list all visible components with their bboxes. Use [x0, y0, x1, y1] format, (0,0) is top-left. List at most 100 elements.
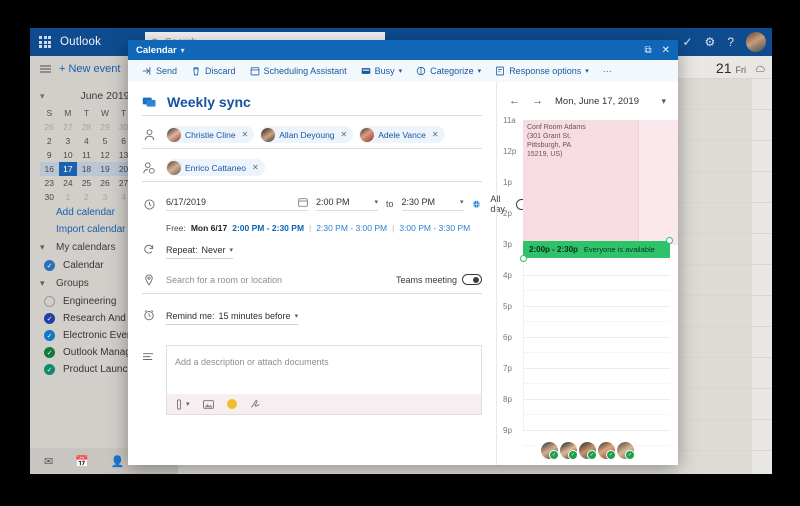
mini-calendar-day[interactable]: 16	[40, 162, 59, 176]
mini-calendar-day[interactable]: 9	[46, 150, 52, 160]
toggle-switch-off[interactable]	[462, 274, 482, 285]
mini-calendar-day[interactable]: 10	[63, 150, 73, 160]
toolbar-busy[interactable]: Busy ▾	[361, 66, 403, 76]
mini-calendar-day[interactable]: 3	[102, 192, 108, 202]
required-attendees-list[interactable]: Christie Cline ✕ Allan Deyoung ✕ Adele Vance…	[166, 126, 482, 143]
resize-handle-top[interactable]	[666, 237, 673, 244]
people-icon[interactable]: 👤	[110, 455, 125, 468]
dialog-title-group[interactable]: Calendar ▾	[136, 45, 185, 56]
mini-calendar-day[interactable]: 11	[82, 150, 91, 160]
attendee-availability-avatar[interactable]	[579, 442, 597, 460]
calendar-checkbox[interactable]: ✓	[44, 313, 55, 324]
menu-icon[interactable]	[40, 65, 51, 73]
calendar-checkbox[interactable]: ✓	[44, 330, 55, 341]
mini-calendar-day[interactable]: 17	[58, 162, 78, 176]
calendar-icon[interactable]: 📅	[75, 455, 89, 468]
attendee-chip[interactable]: Adele Vance ✕	[359, 126, 445, 143]
location-input[interactable]: Search for a room or location	[166, 274, 283, 285]
calendar-checkbox[interactable]: ✓	[44, 347, 55, 358]
mini-calendar-day[interactable]: 27	[63, 122, 73, 132]
groups-group[interactable]: ▾ Groups	[30, 274, 178, 293]
selected-time-bar[interactable]: 2:00p - 2:30p Everyone is available	[520, 237, 673, 262]
calendar-picker-icon[interactable]	[298, 197, 308, 207]
my-calendars-group[interactable]: ▾ My calendars	[30, 238, 178, 257]
import-calendar-link[interactable]: Import calendar	[56, 224, 126, 235]
new-event-row[interactable]: + New event	[30, 56, 178, 82]
reminder-field[interactable]: Remind me: 15 minutes before ▾	[166, 311, 299, 325]
mini-calendar-day[interactable]: 12	[100, 150, 110, 160]
toolbar-tag[interactable]: Categorize ▾	[416, 66, 481, 76]
mini-calendar-day[interactable]: 2	[46, 136, 52, 146]
mini-calendar-day[interactable]: 4	[84, 136, 89, 146]
calendar-list-item[interactable]: ✓ Electronic Events	[30, 327, 178, 344]
event-title-row[interactable]: Weekly sync	[142, 94, 482, 116]
chevron-down-icon[interactable]: ▾	[40, 90, 45, 101]
optional-attendees-row[interactable]: Enrico Cattaneo ✕	[142, 158, 482, 182]
calendar-list-item[interactable]: ✓ Research And Development	[30, 310, 188, 327]
free-slot-selected[interactable]: 2:00 PM - 2:30 PM	[232, 223, 305, 233]
mini-calendar-day[interactable]: 24	[63, 178, 73, 188]
resize-handle-bottom[interactable]	[520, 255, 527, 262]
mini-calendar-day[interactable]: 2	[84, 192, 89, 202]
mini-calendar-day[interactable]: 30	[44, 192, 55, 202]
mini-calendar-day[interactable]: 27	[118, 178, 129, 188]
toolbar-response[interactable]: Response options ▾	[495, 66, 589, 76]
calendar-checkbox[interactable]	[44, 296, 55, 307]
mini-calendar-day[interactable]: 28	[81, 122, 92, 132]
toolbar-send[interactable]: Send	[142, 66, 177, 76]
help-icon[interactable]: ?	[727, 35, 734, 49]
mini-calendar-day[interactable]: 25	[81, 178, 92, 188]
start-time-field[interactable]: 2:00 PM ▾	[316, 197, 378, 211]
mini-calendar-day[interactable]: 29	[100, 122, 110, 132]
check-icon[interactable]: ✓	[682, 35, 693, 49]
toolbar-trash[interactable]: Discard	[191, 66, 236, 76]
attendee-chip[interactable]: Enrico Cattaneo ✕	[166, 159, 265, 176]
attendee-chip[interactable]: Christie Cline ✕	[166, 126, 255, 143]
emoji-icon[interactable]	[226, 399, 237, 409]
mini-calendar-day[interactable]: 3	[65, 136, 71, 146]
remove-attendee-icon[interactable]: ✕	[241, 130, 249, 139]
restore-icon[interactable]: ⧉	[644, 44, 652, 56]
date-field[interactable]: 6/17/2019	[166, 197, 308, 211]
location-row[interactable]: Search for a room or location Teams meet…	[142, 270, 482, 294]
attendee-availability-avatar[interactable]	[541, 442, 559, 460]
mail-icon[interactable]: ✉	[44, 455, 54, 468]
account-avatar[interactable]	[746, 32, 766, 52]
mini-calendar-day[interactable]: 1	[65, 192, 71, 202]
timezone-icon[interactable]	[472, 199, 481, 210]
remove-attendee-icon[interactable]: ✕	[251, 163, 259, 172]
attendee-chip[interactable]: Allan Deyoung ✕	[260, 126, 354, 143]
attendee-availability-avatar[interactable]	[598, 442, 616, 460]
calendar-checkbox[interactable]: ✓	[44, 260, 55, 271]
toolbar-scheduling[interactable]: Scheduling Assistant	[250, 66, 347, 76]
optional-attendees-list[interactable]: Enrico Cattaneo ✕	[166, 159, 482, 176]
room-busy-block[interactable]: Conf Room Adams (301 Grant St, Pittsburg…	[523, 120, 639, 245]
calendar-checkbox[interactable]: ✓	[44, 364, 55, 375]
attach-button[interactable]: ▾	[175, 398, 190, 410]
attendee-availability-avatar[interactable]	[617, 442, 635, 460]
repeat-field[interactable]: Repeat: Never ▾	[166, 245, 234, 259]
mini-calendar-day[interactable]: 18	[77, 162, 96, 176]
mini-calendar-day[interactable]: 13	[118, 150, 129, 160]
remove-attendee-icon[interactable]: ✕	[431, 130, 439, 139]
teams-meeting-toggle[interactable]: Teams meeting	[396, 274, 482, 285]
new-event-button[interactable]: + New event	[59, 63, 121, 75]
chevron-down-icon[interactable]: ▾	[661, 95, 666, 106]
calendar-list-item[interactable]: Engineering	[30, 293, 178, 310]
mini-calendar-day[interactable]: 5	[102, 136, 108, 146]
mini-calendar-day[interactable]: 26	[44, 122, 55, 132]
end-time-field[interactable]: 2:30 PM ▾	[401, 197, 464, 211]
mini-calendar-day[interactable]: 30	[118, 122, 129, 132]
mini-calendar-day[interactable]: 23	[44, 178, 55, 188]
event-title-input[interactable]: Weekly sync	[167, 94, 251, 110]
calendar-list-item[interactable]: ✓ Product Launch Events	[30, 361, 178, 378]
image-icon[interactable]	[202, 399, 214, 409]
gear-icon[interactable]: ⚙	[704, 35, 716, 49]
description-editor[interactable]: Add a description or attach documents ▾	[166, 345, 482, 415]
chevron-down-icon[interactable]: ▾	[294, 312, 299, 320]
mini-calendar-day[interactable]: 26	[100, 178, 110, 188]
toolbar-more[interactable]: ···	[603, 66, 612, 76]
chevron-down-icon[interactable]: ▾	[229, 246, 234, 254]
attendee-availability-avatar[interactable]	[560, 442, 578, 460]
chevron-down-icon[interactable]: ▾	[398, 68, 403, 75]
